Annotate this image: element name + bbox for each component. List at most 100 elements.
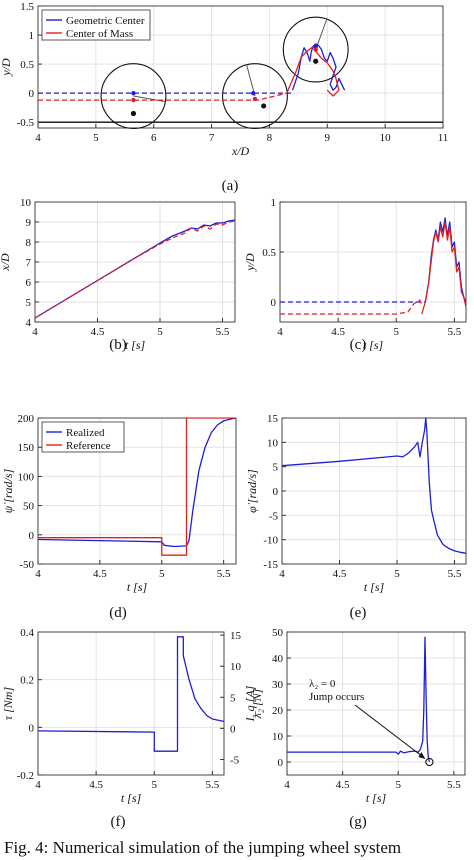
x-axis-label: t [s] — [363, 338, 384, 352]
x-tick-label: 4.5 — [89, 779, 103, 791]
y-tick-label: -50 — [19, 559, 34, 571]
legend-box — [41, 421, 125, 453]
y-tick-label: -10 — [263, 535, 278, 547]
x-tick-label: 4.5 — [336, 779, 350, 791]
y-axis-label: y/D — [243, 253, 257, 272]
y-tick-label: 20 — [272, 705, 284, 717]
x-tick-label: 11 — [438, 132, 449, 144]
y-tick-label: 1 — [271, 197, 277, 209]
series-line-blue-0 — [38, 636, 224, 752]
annotation-text: λ₂ = 0 — [309, 678, 336, 690]
y-right-axis-label: I_q [A] — [243, 685, 257, 722]
y-tick-label: -15 — [263, 559, 278, 571]
x-tick-label: 5 — [394, 326, 400, 338]
x-axis-label: t [s] — [127, 580, 148, 594]
chart-panel-b: 4 4.5 5 5.5 4 5 6 7 8 9 10 t [s] x/D (b) — [0, 197, 236, 353]
series-line-blue-0 — [287, 636, 431, 763]
x-axis-label: t [s] — [125, 338, 146, 352]
x-tick-label: 5 — [396, 779, 402, 791]
center-of-mass-dot — [313, 58, 319, 64]
y-tick-label: 0.4 — [20, 627, 34, 639]
x-tick-label: 4 — [279, 568, 285, 580]
x-tick-label: 5.5 — [448, 568, 462, 580]
x-tick-label: 4 — [35, 132, 41, 144]
wheel-spoke — [246, 64, 256, 97]
y-tick-label: 0.5 — [262, 247, 276, 259]
panel-label: (e) — [350, 605, 367, 621]
x-tick-label: 10 — [380, 132, 392, 144]
x-axis-label: t [s] — [121, 791, 142, 805]
y-tick-label: 10 — [20, 197, 32, 209]
series-line-realized — [38, 418, 236, 548]
y-tick-label: 50 — [272, 627, 284, 639]
mass-marker-dot — [131, 97, 136, 103]
axes-frame — [279, 201, 467, 323]
chart-panel-c: 4 4.5 5 5.5 0 0.5 1 t [s] y/D (c) — [243, 197, 467, 353]
x-axis-label: t [s] — [366, 791, 387, 805]
y-axis-label: λ₂ [N] — [250, 688, 264, 719]
x-tick-label: 5 — [394, 568, 400, 580]
panel-label: (b) — [109, 337, 127, 353]
y-tick-label: 9 — [26, 217, 32, 229]
y-tick-label: 0 — [29, 530, 35, 542]
geometric-center-dot — [131, 90, 136, 96]
y-right-tick-label: 0 — [230, 723, 236, 735]
y-right-tick-label: 5 — [230, 692, 236, 704]
wheel-circle — [100, 63, 167, 129]
series-line-center-of-mass — [286, 46, 340, 97]
x-tick-label: 4 — [277, 326, 283, 338]
panel-label: (a) — [222, 178, 239, 194]
y-axis-label: y/D — [0, 58, 13, 77]
series-line-center-of-mass — [38, 92, 287, 101]
y-tick-label: 40 — [272, 653, 284, 665]
y-tick-label: 5 — [26, 297, 32, 309]
chart-panel-e: 4 4.5 5 5.5 -15 -10 -5 0 5 10 15 t [s] φ̇ [rad/s] (e) — [245, 413, 467, 621]
annotation-text: Jump occurs — [309, 691, 364, 703]
x-tick-label: 7 — [209, 132, 215, 144]
legend-entry: Realized — [66, 427, 105, 439]
chart-panel-a: 4 5 6 7 8 9 10 11 -0.5 0 0.5 1 1.5 x/D y/D (a) Geometric… — [0, 1, 448, 194]
annotation-arrow — [354, 704, 425, 759]
chart-panel-d: 4 4.5 5 5.5 -50 0 50 100 150 200 t [s] ψ̇ [rad/s] (d… — [1, 413, 237, 621]
y-axis-label: x/D — [0, 253, 12, 272]
panel-label: (g) — [349, 814, 367, 830]
series-line-reference — [38, 418, 236, 556]
panel-label: (f) — [111, 814, 126, 830]
x-tick-label: 5 — [152, 779, 158, 791]
series-line-red-3 — [421, 221, 466, 315]
figure-caption: Fig. 4: Numerical simulation of the jump… — [4, 838, 402, 857]
chart-panel-g: 4 4.5 5 5.5 0 10 20 30 40 50 t [s] λ₂ [N] (g) λ₂ = 0J… — [250, 627, 466, 830]
y-tick-label: 15 — [267, 413, 279, 425]
x-tick-label: 4.5 — [333, 568, 347, 580]
y-tick-label: 200 — [18, 413, 35, 425]
jump-marker — [425, 757, 434, 767]
x-tick-label: 9 — [325, 132, 331, 144]
y-tick-label: 0.5 — [20, 59, 34, 71]
x-tick-label: 4.5 — [93, 568, 107, 580]
center-of-mass-dot — [261, 103, 267, 109]
series-line-blue-0 — [35, 219, 235, 319]
panel-label: (c) — [350, 337, 367, 353]
y-tick-label: 7 — [26, 257, 32, 269]
y-right-tick-label: 10 — [230, 661, 242, 673]
y-tick-label: -5 — [269, 510, 279, 522]
x-tick-label: 5.5 — [206, 779, 220, 791]
wheel-spoke — [133, 95, 166, 103]
geometric-center-dot — [251, 90, 256, 96]
axes-frame — [37, 5, 444, 129]
series-line-blue-0 — [282, 418, 466, 554]
legend-entry: Reference — [66, 440, 111, 452]
y-axis-label: τ [Nm] — [1, 687, 15, 721]
y-axis-label: φ̇ [rad/s] — [245, 469, 259, 513]
x-tick-label: 5 — [157, 326, 163, 338]
y-tick-label: 8 — [26, 237, 32, 249]
y-tick-label: 0 — [29, 88, 35, 100]
y-right-tick-label: -5 — [230, 754, 240, 766]
x-tick-label: 5 — [93, 132, 99, 144]
y-tick-label: 6 — [26, 277, 32, 289]
y-tick-label: 0 — [271, 297, 277, 309]
y-tick-label: 1 — [29, 30, 35, 42]
x-tick-label: 5.5 — [448, 326, 462, 338]
y-tick-label: 10 — [272, 731, 284, 743]
y-tick-label: 10 — [267, 437, 279, 449]
